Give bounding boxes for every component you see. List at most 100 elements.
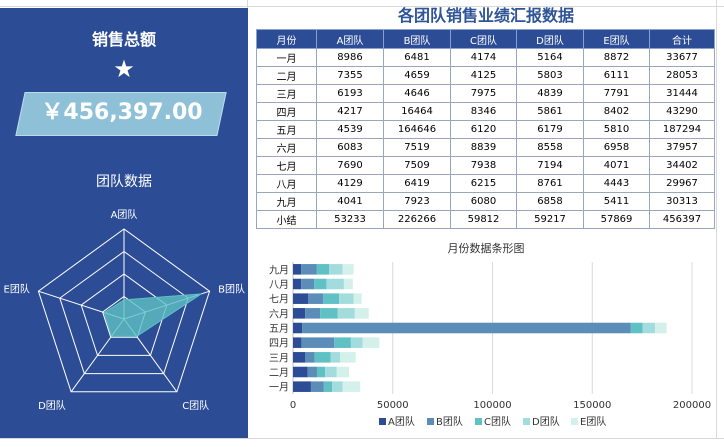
value-cell[interactable]: 7355 — [316, 66, 384, 85]
value-cell[interactable]: 7509 — [383, 156, 451, 175]
x-tick-label: 200000 — [673, 400, 711, 411]
value-cell[interactable]: 6120 — [450, 120, 517, 139]
value-cell[interactable]: 5411 — [583, 192, 650, 211]
value-cell[interactable]: 59812 — [450, 210, 517, 229]
value-cell[interactable]: 57869 — [583, 210, 650, 229]
value-cell[interactable]: 28053 — [649, 66, 715, 85]
table-row: 五月 4539 164646 6120 6179 5810 187294 — [256, 120, 715, 139]
column-header: E团队 — [583, 29, 650, 49]
value-cell[interactable]: 30313 — [649, 192, 715, 211]
table-row: 九月 4041 7923 6080 6858 5411 30313 — [256, 192, 715, 211]
value-cell[interactable]: 5861 — [516, 102, 584, 121]
value-cell[interactable]: 8558 — [516, 138, 584, 157]
bar-segment — [293, 278, 302, 290]
value-cell[interactable]: 456397 — [649, 210, 715, 229]
radar-series — [103, 293, 202, 337]
bar-segment — [305, 308, 321, 319]
value-cell[interactable]: 6481 — [383, 48, 451, 67]
radar-axis-label: D团队 — [38, 399, 66, 412]
value-cell[interactable]: 4071 — [583, 156, 650, 175]
sheet-top-strip — [0, 0, 724, 8]
radar-title: 团队数据 — [96, 174, 152, 190]
column-header: A团队 — [316, 29, 384, 49]
value-cell[interactable]: 8346 — [450, 102, 517, 121]
value-cell[interactable]: 4443 — [583, 174, 650, 193]
month-cell[interactable]: 四月 — [256, 102, 317, 121]
sheet-bottom-strip — [0, 438, 724, 447]
value-cell[interactable]: 4041 — [316, 192, 384, 211]
value-cell[interactable]: 7975 — [450, 84, 517, 103]
value-cell[interactable]: 33677 — [649, 48, 715, 67]
y-category-label: 一月 — [269, 382, 289, 394]
month-cell[interactable]: 小结 — [256, 210, 317, 229]
y-category-label: 四月 — [269, 338, 289, 350]
column-header: B团队 — [383, 29, 451, 49]
value-cell[interactable]: 5164 — [516, 48, 584, 67]
value-cell[interactable]: 164646 — [383, 120, 451, 139]
value-cell[interactable]: 4646 — [383, 84, 451, 103]
month-cell[interactable]: 三月 — [256, 84, 317, 103]
bar-segment — [293, 308, 306, 319]
value-cell[interactable]: 6958 — [583, 138, 650, 157]
month-cell[interactable]: 一月 — [256, 48, 317, 67]
value-cell[interactable]: 59217 — [516, 210, 584, 229]
value-cell[interactable]: 31444 — [649, 84, 715, 103]
value-cell[interactable]: 37957 — [649, 138, 715, 157]
legend-swatch — [379, 418, 386, 425]
value-cell[interactable]: 8839 — [450, 138, 517, 157]
month-cell[interactable]: 七月 — [256, 156, 317, 175]
value-cell[interactable]: 4659 — [383, 66, 451, 85]
value-cell[interactable]: 16464 — [383, 102, 451, 121]
value-cell[interactable]: 6193 — [316, 84, 384, 103]
bar-segment — [343, 278, 353, 290]
month-cell[interactable]: 五月 — [256, 120, 317, 139]
value-cell[interactable]: 4129 — [316, 174, 384, 193]
value-cell[interactable]: 53233 — [316, 210, 384, 229]
y-category-label: 六月 — [269, 308, 289, 320]
value-cell[interactable]: 4174 — [450, 48, 517, 67]
month-cell[interactable]: 六月 — [256, 138, 317, 157]
value-cell[interactable]: 6858 — [516, 192, 584, 211]
value-cell[interactable]: 8402 — [583, 102, 650, 121]
month-cell[interactable]: 八月 — [256, 174, 317, 193]
value-cell[interactable]: 8872 — [583, 48, 650, 67]
value-cell[interactable]: 7519 — [383, 138, 451, 157]
bar-segment — [314, 278, 327, 290]
value-cell[interactable]: 6111 — [583, 66, 650, 85]
bar-segment — [293, 366, 308, 378]
y-category-label: 五月 — [269, 323, 289, 335]
value-cell[interactable]: 7690 — [316, 156, 384, 175]
bar-segment — [302, 322, 631, 334]
value-cell[interactable]: 6083 — [316, 138, 384, 157]
value-cell[interactable]: 8761 — [516, 174, 584, 193]
value-cell[interactable]: 6179 — [516, 120, 584, 139]
value-cell[interactable]: 7791 — [583, 84, 650, 103]
value-cell[interactable]: 29967 — [649, 174, 715, 193]
value-cell[interactable]: 8986 — [316, 48, 384, 67]
month-cell[interactable]: 九月 — [256, 192, 317, 211]
value-cell[interactable]: 4539 — [316, 120, 384, 139]
column-header: 合计 — [649, 29, 715, 49]
value-cell[interactable]: 4217 — [316, 102, 384, 121]
value-cell[interactable]: 34402 — [649, 156, 715, 175]
radar-chart: A团队 B团队 C团队 D团队 E团队 — [4, 208, 246, 412]
month-cell[interactable]: 二月 — [256, 66, 317, 85]
table-row: 八月 4129 6419 6215 8761 4443 29967 — [256, 174, 715, 193]
radar-axis-label: B团队 — [218, 282, 245, 295]
value-cell[interactable]: 4125 — [450, 66, 517, 85]
value-cell[interactable]: 6080 — [450, 192, 517, 211]
value-cell[interactable]: 187294 — [649, 120, 715, 139]
value-cell[interactable]: 4839 — [516, 84, 584, 103]
legend-swatch — [427, 418, 434, 425]
value-cell[interactable]: 7194 — [516, 156, 584, 175]
value-cell[interactable]: 6215 — [450, 174, 517, 193]
bar-segment — [301, 264, 317, 275]
bar-chart-title: 月份数据条形图 — [447, 242, 525, 255]
value-cell[interactable]: 7938 — [450, 156, 517, 175]
value-cell[interactable]: 7923 — [383, 192, 451, 211]
value-cell[interactable]: 6419 — [383, 174, 451, 193]
value-cell[interactable]: 5810 — [583, 120, 650, 139]
value-cell[interactable]: 43290 — [649, 102, 715, 121]
value-cell[interactable]: 226266 — [383, 210, 451, 229]
value-cell[interactable]: 5803 — [516, 66, 584, 85]
